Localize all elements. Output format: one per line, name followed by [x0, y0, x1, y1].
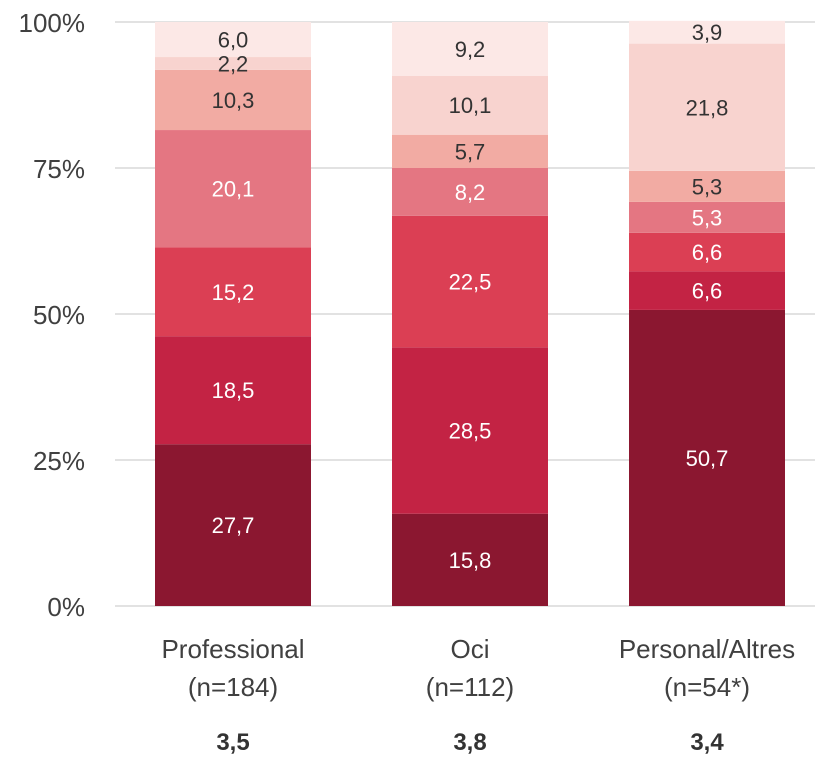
- category-score-label: 3,8: [453, 729, 486, 756]
- x-category-label: Personal/Altres: [619, 634, 795, 664]
- x-category-n-label: (n=54*): [664, 672, 750, 702]
- data-label: 21,8: [686, 95, 729, 120]
- category-score-label: 3,5: [216, 729, 249, 756]
- bar-segment: [629, 170, 785, 202]
- bar-segment: [392, 22, 548, 76]
- data-label: 6,0: [218, 28, 249, 53]
- bar-segment: [155, 247, 311, 337]
- bar-segment: [392, 347, 548, 514]
- data-label: 10,3: [212, 88, 255, 113]
- data-label: 5,3: [692, 174, 723, 199]
- data-label: 9,2: [455, 37, 486, 62]
- bar-segment: [155, 336, 311, 445]
- bar-segment: [392, 75, 548, 135]
- bar-segment: [155, 444, 311, 606]
- bar-segment: [155, 69, 311, 131]
- bar-segment: [392, 513, 548, 606]
- bar-segment: [155, 22, 311, 58]
- data-label: 22,5: [449, 270, 492, 295]
- data-label: 15,2: [212, 280, 255, 305]
- data-label: 27,7: [212, 513, 255, 538]
- bar-segment: [629, 43, 785, 171]
- data-label: 6,6: [692, 240, 723, 265]
- data-label: 5,3: [692, 205, 723, 230]
- bar-segment: [392, 168, 548, 216]
- y-tick-label: 0%: [47, 592, 85, 622]
- data-label: 15,8: [449, 548, 492, 573]
- data-label: 2,2: [218, 51, 249, 76]
- x-category-label: Professional: [161, 634, 304, 664]
- data-labels: 27,7 18,5 15,2 20,1 10,3 2,26,0 15,8 28,5 22,5 8,…: [212, 20, 729, 573]
- bar-segment: [392, 215, 548, 348]
- data-label: 5,7: [455, 139, 486, 164]
- x-category-n-label: (n=184): [188, 672, 278, 702]
- bar-segment: [629, 232, 785, 272]
- data-label: 3,9: [692, 20, 723, 45]
- bar-segment: [155, 130, 311, 248]
- data-label: 18,5: [212, 378, 255, 403]
- x-category-label: Oci: [451, 634, 490, 664]
- bar-segment: [629, 271, 785, 310]
- bar-segment: [155, 57, 311, 70]
- y-tick-label: 50%: [33, 300, 85, 330]
- y-tick-label: 100%: [19, 8, 86, 38]
- x-category-n-label: (n=112): [426, 672, 514, 702]
- y-tick-label: 25%: [33, 446, 85, 476]
- bar-segment: [629, 20, 785, 44]
- bar-segment: [629, 309, 785, 606]
- bar-segment: [392, 134, 548, 168]
- y-tick-label: 75%: [33, 154, 85, 184]
- data-label: 50,7: [686, 446, 729, 471]
- bars: [155, 20, 785, 606]
- data-label: 28,5: [449, 419, 492, 444]
- axes: 0% 25% 50% 75% 100% Professional (n=184) 3,5 Oci…: [19, 8, 796, 756]
- data-label: 8,2: [455, 180, 486, 205]
- data-label: 6,6: [692, 279, 723, 304]
- data-label: 10,1: [449, 93, 492, 118]
- data-label: 20,1: [212, 177, 255, 202]
- bar-segment: [629, 201, 785, 233]
- category-score-label: 3,4: [690, 729, 724, 756]
